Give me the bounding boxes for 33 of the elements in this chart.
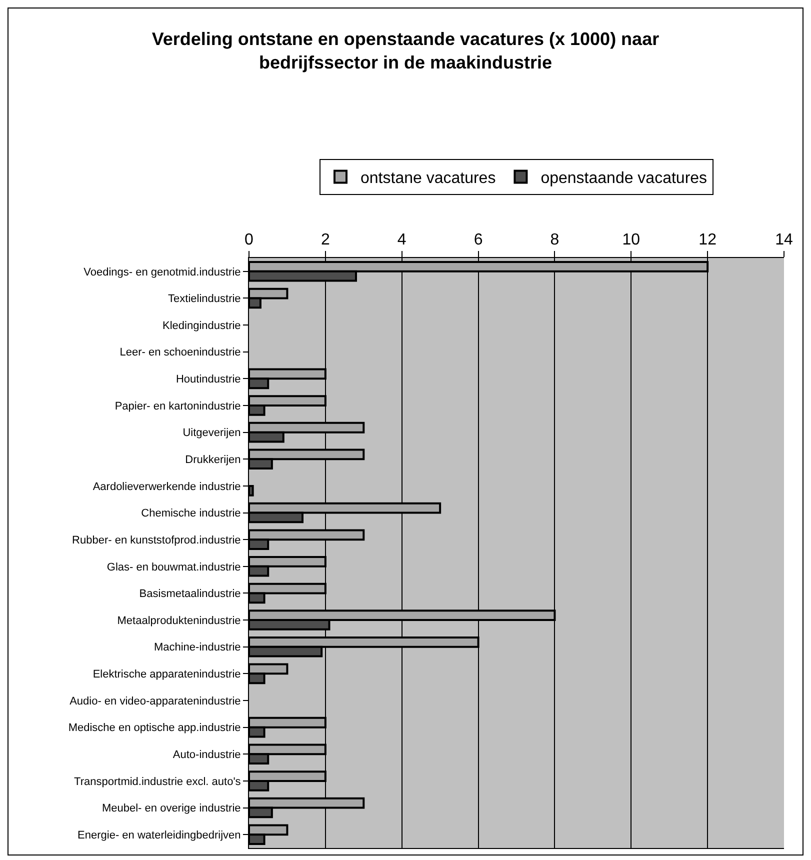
x-tick-label: 6 [474, 232, 483, 249]
x-tick-label: 2 [320, 232, 330, 249]
y-tick-label: Houtindustrie [176, 374, 241, 386]
y-tick-label: Medische en optische app.industrie [68, 722, 241, 734]
y-tick-label: Voedings- en genotmid.industrie [84, 266, 241, 278]
y-tick-label: Machine-industrie [154, 642, 241, 654]
x-tick-label: 10 [622, 232, 640, 249]
chart-title: Verdeling ontstane en openstaande vacatures (x 1000) naar bedrijfssector in de maakindustrie [152, 29, 660, 72]
y-tick-label: Uitgeverijen [182, 427, 241, 440]
legend-label: openstaande vacatures [540, 170, 708, 188]
y-tick-label: Auto-industrie [172, 748, 241, 761]
y-tick-label: Basismetaalindustrie [139, 588, 241, 600]
y-tick-label: Aardolieverwerkende industrie [92, 480, 241, 493]
y-tick-label: Kledingindustrie [162, 320, 241, 332]
y-tick-label: Glas- en bouwmat.industrie [106, 561, 241, 574]
y-tick-label: Leer- en schoenindustrie [120, 346, 241, 359]
y-tick-label: Transportmid.industrie excl. auto's [74, 776, 242, 788]
y-tick-label: Elektrische apparatenindustrie [92, 668, 241, 681]
y-tick-label: Chemische industrie [141, 508, 241, 520]
x-tick-label: 14 [775, 232, 793, 249]
x-tick-label: 12 [698, 232, 717, 249]
y-tick-label: Drukkerijen [185, 454, 241, 466]
y-tick-label: Meubel- en overige industrie [102, 802, 241, 815]
legend-label: ontstane vacatures [360, 170, 496, 188]
y-tick-label: Energie- en waterleidingbedrijven [78, 829, 241, 842]
y-tick-label: Textielindustrie [168, 293, 241, 306]
x-tick-label: 8 [550, 232, 560, 249]
y-tick-label: Audio- en video-apparatenindustrie [70, 695, 241, 708]
y-tick-label: Papier- en kartonindustrie [114, 400, 241, 412]
x-tick-label: 0 [244, 232, 254, 249]
y-tick-label: Metaalproduktenindustrie [117, 614, 241, 627]
y-tick-label: Rubber- en kunststofprod.industrie [72, 534, 241, 546]
x-tick-label: 4 [397, 232, 406, 249]
